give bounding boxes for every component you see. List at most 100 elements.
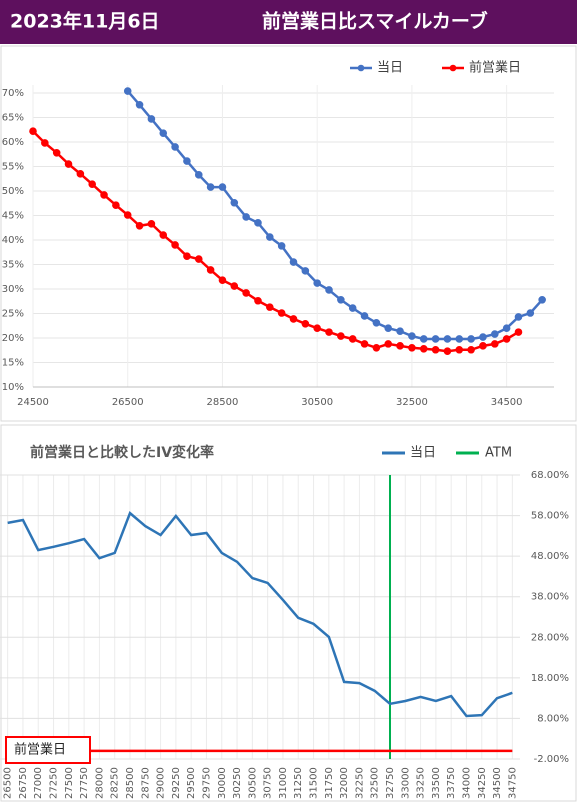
point [41, 139, 49, 147]
point [514, 313, 523, 321]
y-tick-label: 40% [2, 235, 24, 246]
x-tick-label: 28000 [94, 767, 105, 799]
point [266, 233, 274, 241]
x-tick-label: 29250 [171, 767, 182, 799]
chart-frame [0, 424, 577, 802]
x-tick-label: 27000 [33, 767, 44, 799]
point [431, 345, 440, 354]
x-tick-label: 27500 [64, 767, 75, 799]
x-tick-label: 32500 [370, 767, 381, 799]
x-tick-label: 29000 [156, 767, 167, 799]
change-chart: 前営業日と比較したIV変化率 -2.00% 8.00% 18.00% 28.00% 38.… [0, 444, 569, 799]
point [218, 276, 227, 284]
point [384, 340, 393, 348]
point [396, 327, 404, 335]
point [384, 324, 393, 333]
point [396, 342, 404, 350]
point [502, 324, 511, 333]
point [467, 345, 475, 354]
point [455, 335, 464, 343]
legend-marker [449, 64, 457, 72]
legend-label: ATM [485, 446, 512, 461]
x-tick-label: 30500 [247, 767, 258, 799]
header-title: 前営業日比スマイルカーブ [262, 10, 488, 33]
x-tick-label: 28500 [207, 397, 239, 408]
x-tick-label: 28750 [140, 767, 151, 799]
y-tick-label: 68.00% [531, 470, 569, 481]
legend-marker [357, 64, 365, 72]
point [123, 211, 132, 219]
x-tick-label: 29500 [186, 767, 197, 799]
x-tick-label: 31250 [293, 767, 304, 799]
y-tick-label: 55% [2, 162, 24, 173]
x-tick-label: 34500 [491, 397, 523, 408]
x-tick-label: 26500 [112, 397, 144, 408]
point [289, 258, 298, 266]
x-tick-label: 33250 [416, 767, 427, 799]
chart-title: 前営業日と比較したIV変化率 [30, 444, 214, 461]
x-tick-label: 27750 [79, 767, 90, 799]
point [218, 183, 227, 191]
point [254, 296, 262, 305]
x-tick-label: 26500 [3, 767, 14, 799]
y-tick-label: 70% [2, 88, 24, 99]
point [242, 213, 250, 221]
point [301, 267, 310, 275]
point [147, 220, 156, 228]
point [360, 312, 369, 320]
point [325, 328, 333, 336]
series-line [7, 511, 513, 718]
y-tick-label: 28.00% [531, 632, 569, 643]
point [443, 335, 452, 343]
x-tick-label: 33500 [431, 767, 442, 799]
point [289, 315, 298, 323]
point [313, 279, 321, 287]
x-tick-label: 33750 [446, 767, 457, 799]
x-tick-label: 24500 [17, 397, 49, 408]
x-tick-label: 34000 [461, 767, 472, 799]
y-tick-label: 48.00% [531, 551, 569, 562]
point [360, 340, 369, 348]
y-tick-label: 65% [2, 113, 24, 124]
point [100, 191, 108, 199]
point [408, 332, 416, 340]
header-bar [0, 0, 577, 44]
point [348, 304, 357, 312]
y-tick-label: 50% [2, 186, 24, 197]
y-tick-label: 38.00% [531, 592, 569, 603]
point [348, 335, 357, 343]
x-tick-label: 28250 [110, 767, 121, 799]
x-tick-label: 32500 [396, 397, 428, 408]
legend-label: 当日 [377, 61, 403, 76]
point [372, 344, 381, 352]
point [112, 201, 120, 210]
x-tick-label: 29750 [201, 767, 212, 799]
point [206, 183, 215, 191]
point [266, 303, 274, 311]
x-tick-label: 30250 [232, 767, 243, 799]
point [479, 333, 487, 341]
point [502, 335, 511, 343]
point [372, 319, 381, 327]
y-tick-label: 35% [2, 260, 24, 271]
point [490, 340, 499, 348]
point [479, 342, 487, 350]
x-tick-label: 32000 [339, 767, 350, 799]
point [408, 344, 416, 352]
y-tick-label: 60% [2, 137, 24, 148]
point [159, 231, 168, 239]
y-tick-label: 20% [2, 333, 24, 344]
point [419, 335, 428, 343]
point [88, 180, 97, 188]
point [230, 198, 239, 207]
y-tick-label: 18.00% [531, 673, 569, 684]
legend-label: 当日 [410, 446, 436, 461]
point [514, 328, 523, 336]
point [194, 171, 203, 179]
x-tick-label: 34750 [507, 767, 518, 799]
point [194, 255, 203, 263]
point [419, 344, 428, 353]
x-tick-label: 30000 [217, 767, 228, 799]
series-label: 前営業日 [14, 742, 66, 758]
point [242, 289, 250, 297]
